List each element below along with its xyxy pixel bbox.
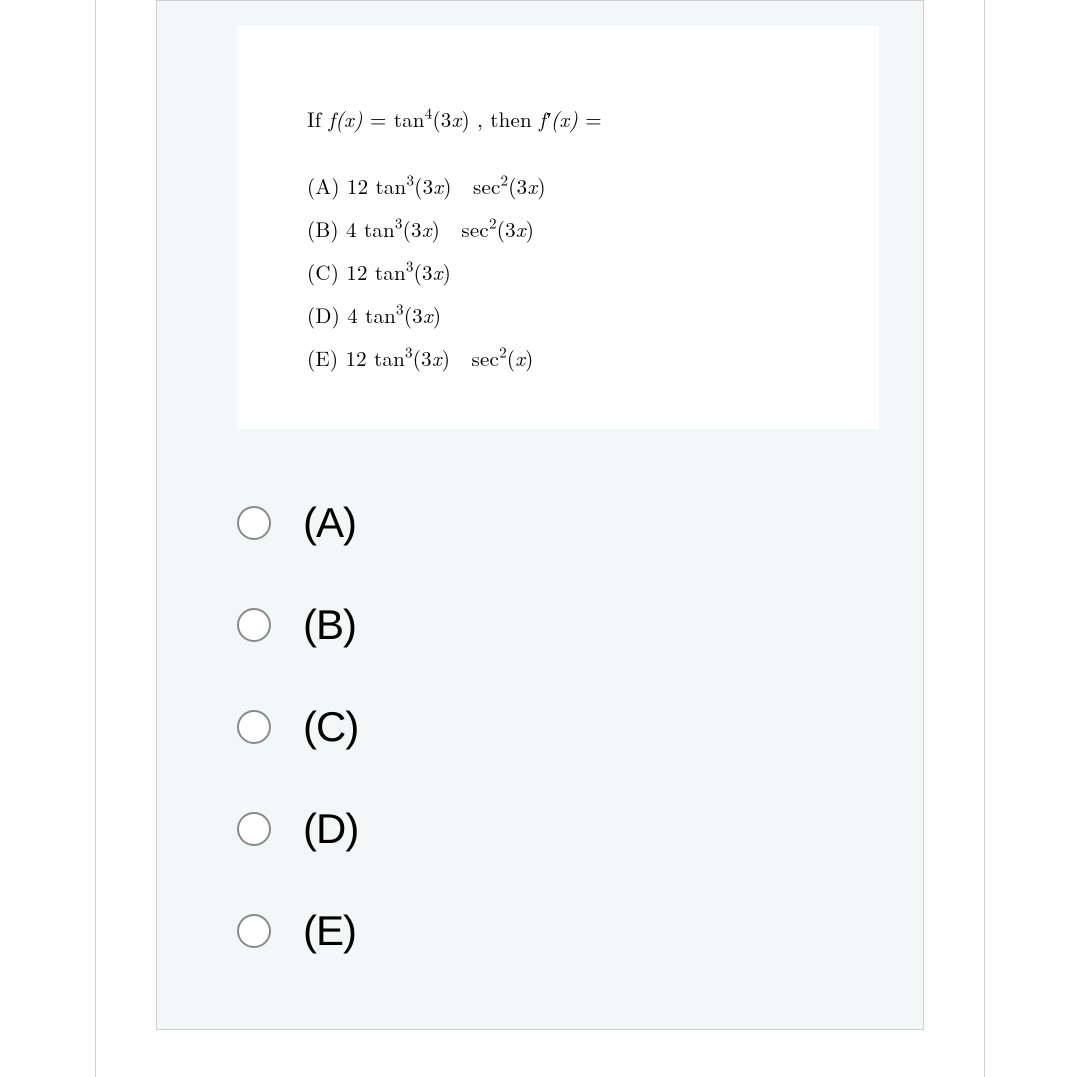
answer-label: (D) [303,805,358,853]
question-choice: (D) 4 tan3(3x) [307,305,809,326]
answer-radio-c[interactable] [237,710,271,744]
answer-row: (C) [237,703,923,751]
answer-options: (A) (B) (C) (D) (E) [237,499,923,955]
question-panel: If f(x) = tan4(3x) , then f′(x) = (A) 12… [156,0,924,1030]
answer-radio-e[interactable] [237,914,271,948]
answer-label: (B) [303,601,356,649]
answer-row: (A) [237,499,923,547]
answer-radio-d[interactable] [237,812,271,846]
question-choice: (A) 12 tan3(3x) sec2(3x) [307,176,809,197]
answer-label: (E) [303,907,356,955]
answer-radio-b[interactable] [237,608,271,642]
answer-row: (E) [237,907,923,955]
answer-row: (B) [237,601,923,649]
question-choice: (B) 4 tan3(3x) sec2(3x) [307,219,809,240]
question-prompt: If f(x) = tan4(3x) , then f′(x) = [307,104,809,134]
answer-label: (A) [303,499,356,547]
outer-frame: If f(x) = tan4(3x) , then f′(x) = (A) 12… [95,0,985,1077]
answer-label: (C) [303,703,358,751]
question-choice: (E) 12 tan3(3x) sec2(x) [307,348,809,369]
question-card: If f(x) = tan4(3x) , then f′(x) = (A) 12… [237,26,879,429]
answer-radio-a[interactable] [237,506,271,540]
answer-row: (D) [237,805,923,853]
question-choice: (C) 12 tan3(3x) [307,262,809,283]
